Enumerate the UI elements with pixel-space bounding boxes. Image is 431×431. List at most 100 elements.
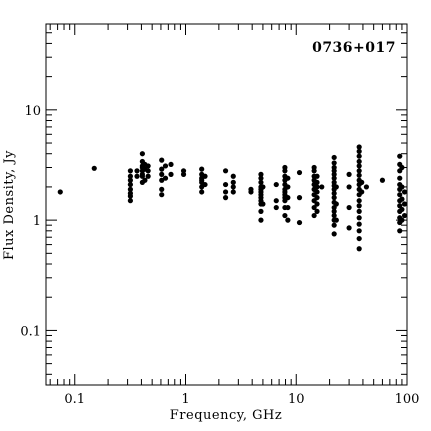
data-point <box>314 179 320 185</box>
axis-ticks <box>46 23 408 385</box>
data-point <box>356 208 362 214</box>
data-point <box>333 217 339 223</box>
data-point <box>346 204 352 211</box>
data-point <box>314 184 320 190</box>
data-point <box>159 192 165 198</box>
data-point <box>399 184 405 190</box>
data-point <box>333 184 339 190</box>
data-point <box>314 173 320 179</box>
data-point <box>139 171 145 177</box>
y-tick-label: 0.1 <box>20 324 41 339</box>
data-point <box>356 163 362 169</box>
data-point <box>127 181 133 188</box>
data-point <box>258 192 264 198</box>
data-point <box>168 161 174 168</box>
data-point <box>356 228 362 234</box>
data-point <box>331 154 337 161</box>
data-point <box>356 198 362 204</box>
data-point <box>258 208 264 214</box>
data-point <box>346 184 352 190</box>
data-point <box>311 204 317 211</box>
data-point <box>145 163 151 169</box>
data-point <box>127 193 133 199</box>
y-tick-label: 10 <box>24 104 41 119</box>
data-point <box>134 173 140 179</box>
data-point <box>356 144 362 150</box>
data-point <box>311 212 317 219</box>
data-point <box>314 201 320 207</box>
data-point <box>401 212 408 219</box>
data-point <box>331 160 337 166</box>
data-point <box>230 184 236 190</box>
data-point <box>258 217 264 223</box>
data-point <box>273 198 279 204</box>
data-point <box>127 186 133 192</box>
data-point <box>230 179 236 185</box>
data-point <box>230 173 236 179</box>
data-point <box>311 164 317 171</box>
data-point <box>230 189 236 195</box>
data-point <box>319 184 325 190</box>
data-point <box>222 189 229 195</box>
x-tick-label: 1 <box>181 392 189 407</box>
data-point <box>142 177 148 183</box>
data-point <box>356 168 362 174</box>
data-point <box>331 190 337 196</box>
data-point <box>314 189 320 195</box>
data-point <box>331 212 337 219</box>
data-point <box>356 172 362 178</box>
data-point <box>260 184 266 190</box>
data-point <box>260 201 266 207</box>
data-point <box>356 158 362 165</box>
x-axis-label: Frequency, GHz <box>170 408 282 423</box>
data-point <box>356 153 362 159</box>
y-tick-label: 1 <box>33 214 41 229</box>
data-point <box>159 166 165 172</box>
y-axis-label: Flux Density, Jy <box>2 150 17 260</box>
data-point <box>346 225 352 231</box>
data-point <box>314 208 320 214</box>
data-point <box>397 228 403 234</box>
data-point <box>258 175 264 181</box>
data-point <box>127 177 133 183</box>
data-point <box>134 168 140 174</box>
data-point <box>331 179 337 185</box>
tick-labels: 0.1 1 10 100 0.1 1 10 <box>20 104 419 407</box>
data-point <box>285 195 291 201</box>
data-point <box>356 215 362 221</box>
data-point <box>363 184 370 190</box>
data-point <box>401 189 408 195</box>
data-point <box>356 221 362 227</box>
data-point <box>331 231 337 237</box>
data-point <box>222 195 229 201</box>
data-point <box>258 171 264 177</box>
data-point <box>399 196 405 202</box>
data-point <box>356 203 362 209</box>
data-point <box>331 222 337 228</box>
data-point <box>222 168 229 174</box>
data-point <box>285 204 291 211</box>
data-point <box>356 148 362 154</box>
data-point <box>199 189 205 195</box>
data-point <box>180 168 187 174</box>
data-point <box>285 217 291 223</box>
data-point <box>282 189 288 195</box>
data-point <box>282 164 288 171</box>
data-point <box>127 198 133 204</box>
data-point <box>397 153 403 159</box>
data-point <box>296 169 303 176</box>
data-point <box>222 181 229 188</box>
data-point <box>296 195 303 201</box>
data-point <box>162 175 169 181</box>
x-tick-label: 100 <box>395 392 420 407</box>
data-point <box>127 168 133 174</box>
plot-frame <box>45 23 408 386</box>
data-point <box>346 171 352 177</box>
data-point <box>359 189 365 195</box>
data-point <box>273 204 279 211</box>
data-point <box>282 212 288 219</box>
data-point <box>356 246 362 252</box>
data-point <box>145 173 151 179</box>
data-point <box>397 175 403 181</box>
